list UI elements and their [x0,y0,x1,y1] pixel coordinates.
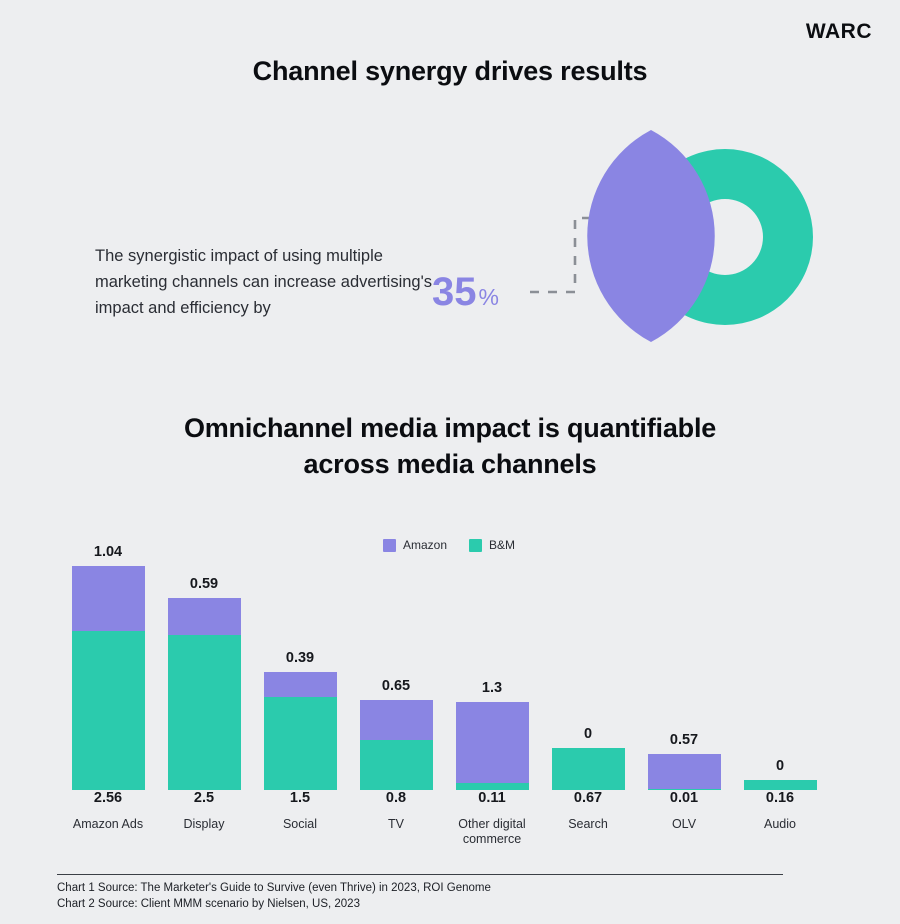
bar-segment-bm[interactable] [71,630,145,790]
lens-shape-purple [587,130,715,342]
axis-category-label: Amazon Ads [72,817,144,831]
bar-column[interactable]: 0.39 [252,540,348,790]
bar-segment-amazon[interactable] [359,699,433,741]
source-line-1: Chart 1 Source: The Marketer's Guide to … [57,882,491,894]
bar-segment-amazon[interactable] [71,566,145,631]
axis-column: 2.56 Amazon Ads [53,790,163,832]
stat-value: 35 [432,270,477,314]
bar-bottom-value-label: 2.5 [193,790,215,806]
bar-segment-bm[interactable] [455,783,529,790]
footer-sources: Chart 1 Source: The Marketer's Guide to … [57,880,817,912]
stacked-bar[interactable] [71,566,145,790]
axis-column: 0.16 Audio [725,790,835,832]
bar-segment-amazon[interactable] [647,753,721,790]
bar-bottom-value-label: 1.5 [289,790,311,806]
bar-top-value-label: 0.59 [189,575,219,592]
stacked-bar[interactable] [743,780,817,790]
bar-column[interactable]: 1.3 [444,540,540,790]
legend-swatch-amazon [383,538,396,552]
axis-category-label: Social [282,817,318,831]
bar-top-value-label: 1.3 [481,680,503,697]
bar-segment-amazon[interactable] [167,597,241,635]
axis-column: 2.5 Display [149,790,259,832]
bar-bottom-value-label: 0.67 [573,790,603,806]
stat-unit: % [478,284,499,310]
bar-segment-bm[interactable] [359,740,433,790]
bar-segment-bm[interactable] [743,780,817,790]
bar-top-value-label: 0.57 [669,731,699,748]
bar-segment-amazon[interactable] [263,672,337,697]
bar-bottom-value-label: 0.01 [669,790,699,806]
bar-bottom-value-label: 0.11 [478,790,506,806]
stacked-bar[interactable] [167,597,241,790]
bar-top-value-label: 1.04 [93,544,123,561]
stacked-bar[interactable] [263,672,337,790]
connector-dashed-line [530,216,608,294]
axis-column: 0.11 Other digital commerce [437,790,547,847]
chart1-stat: 35 % [432,272,499,312]
bar-segment-bm[interactable] [551,748,625,790]
bar-column[interactable]: 0 [732,540,828,790]
axis-category-label: Display [183,817,225,831]
axis-category-label: Audio [764,817,796,831]
bar-column[interactable]: 0.57 [636,540,732,790]
chart1-title: Channel synergy drives results [252,56,648,86]
chart2-title: Omnichannel media impact is quantifiable… [0,410,900,482]
bar-segment-bm[interactable] [263,696,337,790]
bar-top-value-label: 0.39 [285,650,315,667]
chart2-legend: Amazon B&M [383,538,515,552]
bar-segment-amazon[interactable] [455,702,529,784]
bar-chart-plot: 1.04 0.59 0.39 0.65 1.3 0 0.57 0 [0,540,900,790]
bar-bottom-value-label: 0.16 [765,790,795,806]
bar-bottom-value-label: 0.8 [385,790,407,806]
bar-top-value-label: 0.65 [381,677,411,694]
chart1-description: The synergistic impact of using multiple… [95,247,432,317]
legend-label-bm: B&M [489,538,516,552]
footer-divider [57,874,783,875]
chart2-title-line1: Omnichannel media impact is quantifiable [183,413,717,443]
axis-column: 0.67 Search [533,790,643,832]
legend-item-amazon: Amazon [383,538,447,552]
stacked-bar[interactable] [551,748,625,790]
legend-item-bm: B&M [469,538,515,552]
source-line-2: Chart 2 Source: Client MMM scenario by N… [57,898,360,910]
chart2-title-line2: across media channels [303,449,597,479]
stacked-bar[interactable] [647,753,721,790]
warc-logo: WARC [805,20,872,43]
axis-category-label: TV [388,817,404,831]
bar-column[interactable]: 0.65 [348,540,444,790]
axis-category-label: Other digital commerce [458,817,526,846]
bar-top-value-label: 0 [775,758,785,775]
bar-segment-bm[interactable] [647,789,721,790]
axis-column: 0.8 TV [341,790,451,832]
axis-category-label: Search [568,817,608,831]
legend-label-amazon: Amazon [403,538,448,552]
bar-chart-axis: 2.56 Amazon Ads 2.5 Display 1.5 Social 0.8 TV 0.… [0,790,900,860]
stacked-bar[interactable] [455,702,529,790]
bar-segment-bm[interactable] [167,634,241,790]
stacked-bar[interactable] [359,699,433,790]
bar-column[interactable]: 0.59 [156,540,252,790]
legend-swatch-bm [469,538,483,552]
axis-category-label: OLV [671,817,697,831]
bar-column[interactable]: 0 [540,540,636,790]
axis-column: 0.01 OLV [629,790,739,832]
bar-bottom-value-label: 2.56 [93,790,123,806]
venn-diagram [530,130,813,342]
bar-top-value-label: 0 [583,726,593,743]
axis-column: 1.5 Social [245,790,355,832]
bar-column[interactable]: 1.04 [60,540,156,790]
